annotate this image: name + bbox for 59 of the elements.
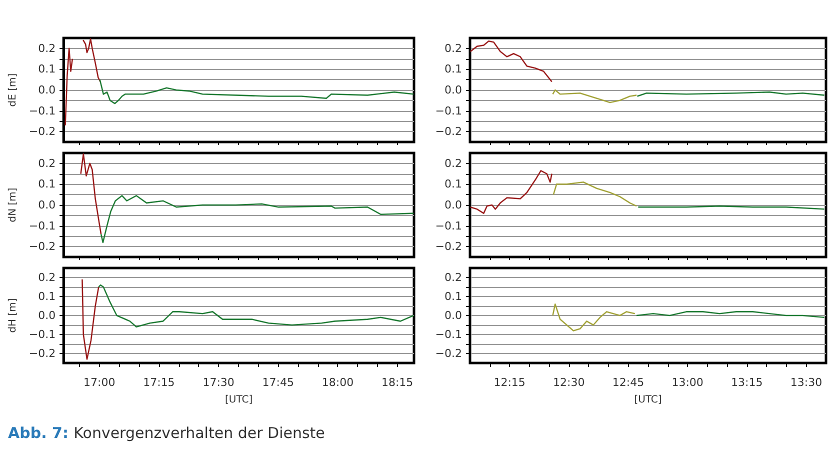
y-tick-label: 0.0: [444, 309, 462, 322]
caption: Abb. 7:: [8, 424, 70, 442]
line-series: [80, 153, 102, 235]
x-tick-label: 18:15: [381, 376, 414, 389]
line-series: [552, 181, 638, 207]
y-tick-label: 0.0: [38, 84, 56, 96]
x-tick-label: 13:30: [790, 376, 822, 389]
y-tick-label: 0.2: [38, 156, 56, 170]
x-tick-label: 13:15: [731, 376, 763, 389]
y-tick-label: 0.1: [38, 290, 56, 303]
y-tick-label: 0.0: [444, 198, 462, 212]
y-tick-label: 0.0: [444, 84, 462, 96]
y-tick-label: −0.2: [28, 125, 56, 138]
y-tick-label: −0.2: [435, 347, 462, 360]
y-tick-label: −0.1: [28, 219, 56, 232]
x-tick-label: 17:15: [143, 376, 175, 389]
x-axis-title: [UTC]: [634, 394, 662, 406]
y-tick-label: −0.1: [435, 219, 462, 232]
line-series: [99, 78, 414, 104]
line-series: [552, 303, 636, 332]
x-tick-label: 18:00: [322, 376, 354, 389]
y-tick-label: −0.2: [28, 347, 56, 360]
x-tick-label: 12:30: [553, 376, 585, 389]
line-series: [470, 40, 552, 82]
x-axis-title: [UTC]: [224, 394, 253, 406]
y-tick-label: 0.1: [444, 178, 462, 191]
y-tick-label: −0.1: [435, 104, 462, 118]
line-series: [82, 278, 100, 360]
x-tick-label: 12:45: [612, 376, 644, 389]
y-tick-label: 0.1: [38, 62, 56, 76]
x-tick-label: 17:45: [262, 376, 294, 389]
x-tick-label: 17:30: [202, 376, 234, 389]
y-tick-label: −0.2: [28, 240, 56, 254]
y-tick-label: 0.2: [444, 156, 462, 170]
y-tick-label: 0.2: [444, 271, 462, 284]
y-tick-label: 0.1: [38, 178, 56, 191]
y-axis-title: dN [m]: [8, 188, 18, 222]
line-series: [100, 194, 414, 244]
x-tick-label: 12:15: [494, 376, 526, 389]
y-tick-label: −0.1: [435, 328, 462, 341]
y-tick-label: −0.2: [435, 240, 462, 254]
line-series: [98, 284, 414, 328]
y-axis-title: dE [m]: [8, 73, 18, 107]
y-tick-label: 0.1: [444, 62, 462, 76]
text: Konvergenzverhalten der Dienste: [74, 424, 325, 442]
y-tick-label: 0.1: [444, 290, 462, 303]
y-axis-title: dH [m]: [8, 298, 18, 333]
line-series: [470, 170, 552, 214]
line-series: [552, 89, 638, 104]
x-tick-label: 17:00: [84, 376, 116, 389]
y-tick-label: −0.1: [28, 328, 56, 341]
y-tick-label: 0.2: [38, 42, 56, 55]
y-tick-label: 0.0: [38, 309, 56, 322]
y-tick-label: 0.2: [444, 42, 462, 55]
y-tick-label: 0.0: [38, 198, 56, 212]
y-tick-label: −0.2: [435, 125, 462, 138]
x-tick-label: 13:00: [672, 376, 704, 389]
y-tick-label: 0.2: [38, 271, 56, 284]
y-tick-label: −0.1: [28, 104, 56, 118]
